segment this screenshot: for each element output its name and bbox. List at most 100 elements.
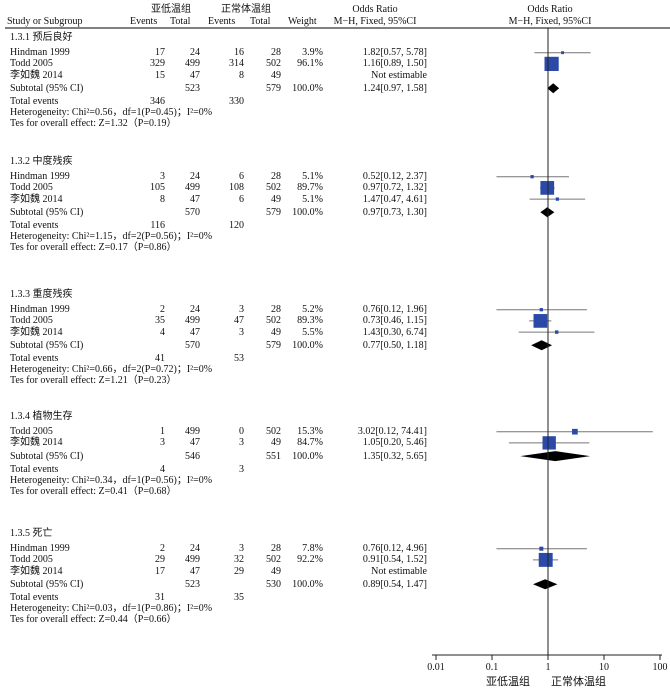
study-ci: 1.47[0.47, 4.61] [362,193,427,205]
subtotal-total2: 579 [266,206,281,218]
subtotal-weight: 100.0% [292,206,323,218]
study-events2: 47 [234,315,244,327]
study-total2: 502 [266,554,281,566]
study-events2: 108 [229,182,244,194]
study-ci: 0.52[0.12, 2.37] [362,171,427,183]
study-name: 李如魏 2014 [10,565,63,577]
plot-header-sub: M−H, Fixed, 95%CI [508,16,592,27]
subtotal-ci: 0.97[0.73, 1.30] [362,206,427,218]
study-events2: 8 [239,69,244,81]
study-total2: 49 [271,326,281,338]
overall-effect-text: Tes for overall effect: Z=1.21（P=0.23） [10,375,177,387]
subtotal-weight: 100.0% [292,450,323,462]
heterogeneity-text: Heterogeneity: Chi²=0.34，df=1(P=0.56)；I²… [10,475,213,486]
subtotal-total1: 523 [185,82,200,94]
study-name: Todd 2005 [10,426,53,438]
heterogeneity-text: Heterogeneity: Chi²=0.03，df=1(P=0.86)；I²… [10,603,213,615]
study-events2: 6 [239,193,244,205]
study-events1: 105 [150,182,165,194]
subtotal-diamond [531,340,553,351]
study-point-square [539,308,543,312]
study-name: Hindman 1999 [10,304,70,316]
study-total1: 499 [185,554,200,566]
overall-effect-text: Tes for overall effect: Z=1.32（P=0.19） [10,118,177,130]
subtotal-label: Subtotal (95% CI) [10,206,84,218]
total-events-label: Total events [10,592,59,603]
x-tick-label: 10 [599,662,609,673]
study-total1: 47 [190,565,200,577]
plot-header-title: Odds Ratio [527,4,573,15]
x-tick-label: 100 [652,662,668,673]
study-total1: 24 [190,543,200,555]
study-name: Todd 2005 [10,182,53,194]
or-header-title: Odds Ratio [352,4,398,15]
study-events1: 4 [160,326,165,338]
heterogeneity-text: Heterogeneity: Chi²=0.56，df=1(P=0.45)；I²… [10,107,213,119]
study-events1: 1 [160,426,165,438]
total-events1: 346 [150,96,165,107]
total-events2: 53 [234,353,244,364]
overall-effect-text: Tes for overall effect: Z=0.44（P=0.66） [10,614,177,626]
study-point-square [572,428,578,435]
study-events2: 3 [239,326,244,338]
study-ci: Not estimable [371,69,427,81]
total-events1: 116 [150,220,165,231]
study-total1: 47 [190,326,200,338]
total-events2: 35 [234,592,244,603]
total-events1: 4 [160,463,165,475]
weight-header: Weight [288,16,317,27]
subgroup-title: 1.3.1 预后良好 [10,32,73,43]
subtotal-weight: 100.0% [292,339,323,351]
subtotal-label: Subtotal (95% CI) [10,339,84,351]
study-events2: 3 [239,437,244,449]
total-events2: 120 [229,220,244,231]
study-total1: 47 [190,193,200,205]
subtotal-ci: 1.35[0.32, 5.65] [362,450,427,462]
study-weight: 89.3% [297,315,323,327]
or-header-sub: M−H, Fixed, 95%CI [333,16,417,27]
study-total2: 502 [266,182,281,194]
group1-header: 亚低温组 [151,4,191,15]
study-ci: 0.91[0.54, 1.52] [362,554,427,566]
subtotal-ci: 0.89[0.54, 1.47] [362,578,427,590]
study-point-square [530,175,534,179]
study-point-square [555,197,560,201]
study-ci: 0.73[0.46, 1.15] [362,315,427,327]
study-name: Hindman 1999 [10,543,70,555]
subtotal-diamond [540,207,555,218]
subtotal-ci: 0.77[0.50, 1.18] [362,339,427,351]
total-events2: 330 [229,96,244,107]
study-total2: 28 [271,304,281,316]
total2-header: Total [250,16,271,27]
study-weight: 96.1% [297,58,323,70]
study-ci: 1.82[0.57, 5.78] [362,47,427,59]
total-events-label: Total events [10,353,59,364]
study-ci: 3.02[0.12, 74.41] [357,426,427,438]
study-name: Todd 2005 [10,58,53,70]
study-ci: 1.16[0.89, 1.50] [362,58,427,70]
study-total2: 28 [271,543,281,555]
study-point-square [533,314,548,328]
subtotal-label: Subtotal (95% CI) [10,450,84,462]
study-events1: 17 [155,565,165,577]
x-tick-label: 0.01 [427,662,445,673]
subtotal-label: Subtotal (95% CI) [10,578,84,590]
study-total1: 499 [185,182,200,194]
study-ci: Not estimable [371,565,427,577]
heterogeneity-text: Heterogeneity: Chi²=1.15，df=2(P=0.56)；I²… [10,231,213,243]
overall-effect-text: Tes for overall effect: Z=0.17（P=0.86） [10,242,177,254]
subtotal-diamond [533,579,558,590]
study-events2: 32 [234,554,244,566]
study-total1: 24 [190,47,200,59]
x-tick-label: 1 [545,662,551,673]
study-weight: 92.2% [297,554,323,566]
subgroup-title: 1.3.3 重度残疾 [10,289,73,300]
study-point-square [542,436,556,450]
study-total2: 28 [271,171,281,183]
study-name: Hindman 1999 [10,47,70,59]
subtotal-ci: 1.24[0.97, 1.58] [362,82,427,94]
events2-header: Events [208,16,236,27]
study-weight: 89.7% [297,182,323,194]
